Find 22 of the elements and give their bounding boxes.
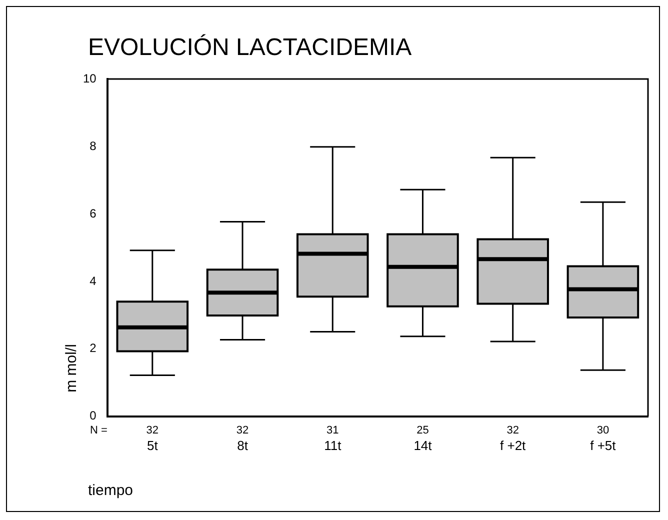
x-tick-label: 11t	[324, 438, 342, 453]
chart-title: EVOLUCIÓN LACTACIDEMIA	[88, 34, 412, 61]
x-tick-label: f +5t	[590, 438, 616, 453]
y-tick-label: 4	[90, 274, 97, 288]
y-tick-label: 0	[90, 408, 97, 423]
x-tick-label: 8t	[237, 438, 248, 453]
text: 32	[146, 424, 159, 436]
y-tick-label: 10	[82, 71, 97, 86]
y-tick-label: 2	[90, 341, 97, 356]
text: 30	[596, 424, 610, 436]
y-tick-label: 8	[90, 138, 97, 153]
text: N =	[90, 424, 108, 436]
x-tick-label: 5t	[146, 438, 158, 453]
text: 31	[326, 424, 339, 436]
text: 25	[416, 424, 429, 436]
x-axis-title: tiempo	[88, 482, 134, 499]
y-tick-label: 6	[90, 206, 97, 220]
x-tick-label: 14t	[414, 438, 432, 453]
y-axis-title: m mol/l	[63, 344, 80, 392]
text: 32	[236, 424, 249, 436]
text: 32	[506, 424, 519, 436]
x-tick-label: f +2t	[500, 438, 526, 453]
